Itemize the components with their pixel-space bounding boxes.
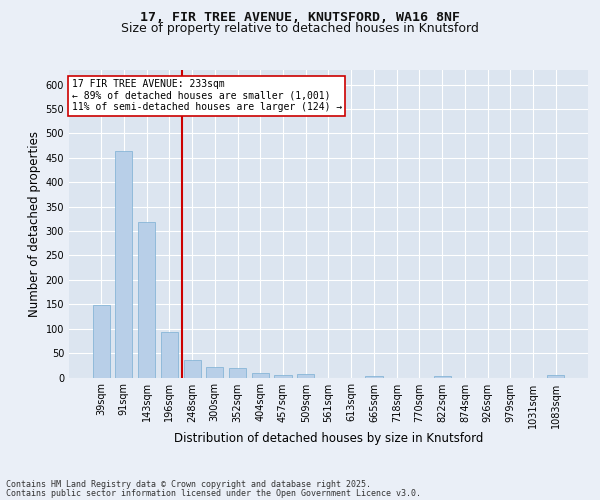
Text: Contains HM Land Registry data © Crown copyright and database right 2025.: Contains HM Land Registry data © Crown c… xyxy=(6,480,371,489)
Bar xyxy=(252,372,269,378)
Bar xyxy=(138,222,155,378)
Bar xyxy=(206,367,223,378)
Bar xyxy=(547,375,565,378)
Text: 17, FIR TREE AVENUE, KNUTSFORD, WA16 8NF: 17, FIR TREE AVENUE, KNUTSFORD, WA16 8NF xyxy=(140,11,460,24)
Bar xyxy=(115,150,133,378)
Bar xyxy=(161,332,178,378)
Bar xyxy=(297,374,314,378)
Text: Contains public sector information licensed under the Open Government Licence v3: Contains public sector information licen… xyxy=(6,488,421,498)
Text: 17 FIR TREE AVENUE: 233sqm
← 89% of detached houses are smaller (1,001)
11% of s: 17 FIR TREE AVENUE: 233sqm ← 89% of deta… xyxy=(71,79,342,112)
Bar xyxy=(274,375,292,378)
X-axis label: Distribution of detached houses by size in Knutsford: Distribution of detached houses by size … xyxy=(174,432,483,445)
Bar xyxy=(92,306,110,378)
Bar xyxy=(434,376,451,378)
Bar xyxy=(229,368,246,378)
Bar xyxy=(365,376,383,378)
Bar xyxy=(184,360,200,378)
Text: Size of property relative to detached houses in Knutsford: Size of property relative to detached ho… xyxy=(121,22,479,35)
Y-axis label: Number of detached properties: Number of detached properties xyxy=(28,130,41,317)
